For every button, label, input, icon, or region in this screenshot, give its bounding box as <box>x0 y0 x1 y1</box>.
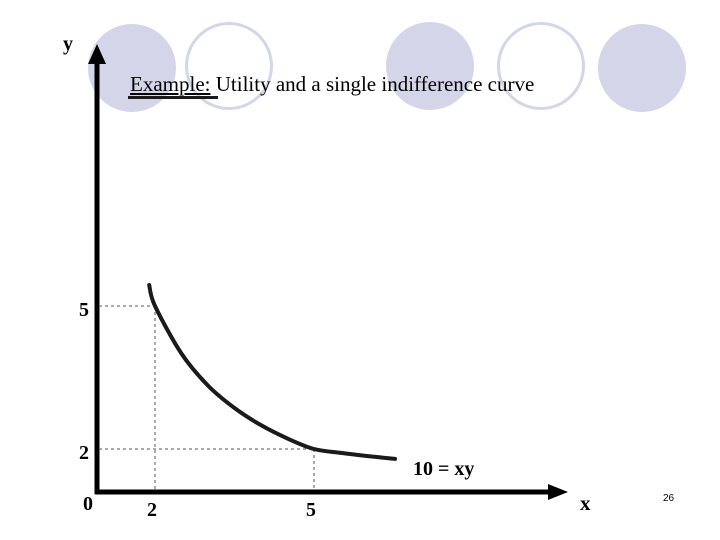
title-underline-bar <box>128 96 218 99</box>
indifference-curve <box>147 283 397 461</box>
decor-circle-5 <box>598 24 686 112</box>
y-axis-label: y <box>63 33 73 55</box>
title-text: Utility and a single indifference curve <box>210 72 535 96</box>
x-tick-label-2: 2 <box>147 499 157 521</box>
origin-label: 0 <box>83 493 93 515</box>
x-axis-label: x <box>580 491 591 515</box>
x-axis-arrowhead <box>548 484 568 500</box>
y-axis-arrowhead <box>88 44 106 64</box>
decor-circle-4 <box>497 22 585 110</box>
y-tick-label-2: 2 <box>79 442 89 464</box>
y-tick-label-5: 5 <box>79 299 89 321</box>
decor-circle-3 <box>386 22 474 110</box>
slide-number: 26 <box>663 493 675 504</box>
slide-title: Example: Utility and a single indifferen… <box>130 72 534 97</box>
curve-equation-label: 10 = xy <box>413 458 474 480</box>
decor-circle-2 <box>185 22 273 110</box>
x-tick-label-5: 5 <box>306 499 316 521</box>
title-prefix: Example: <box>130 72 211 96</box>
